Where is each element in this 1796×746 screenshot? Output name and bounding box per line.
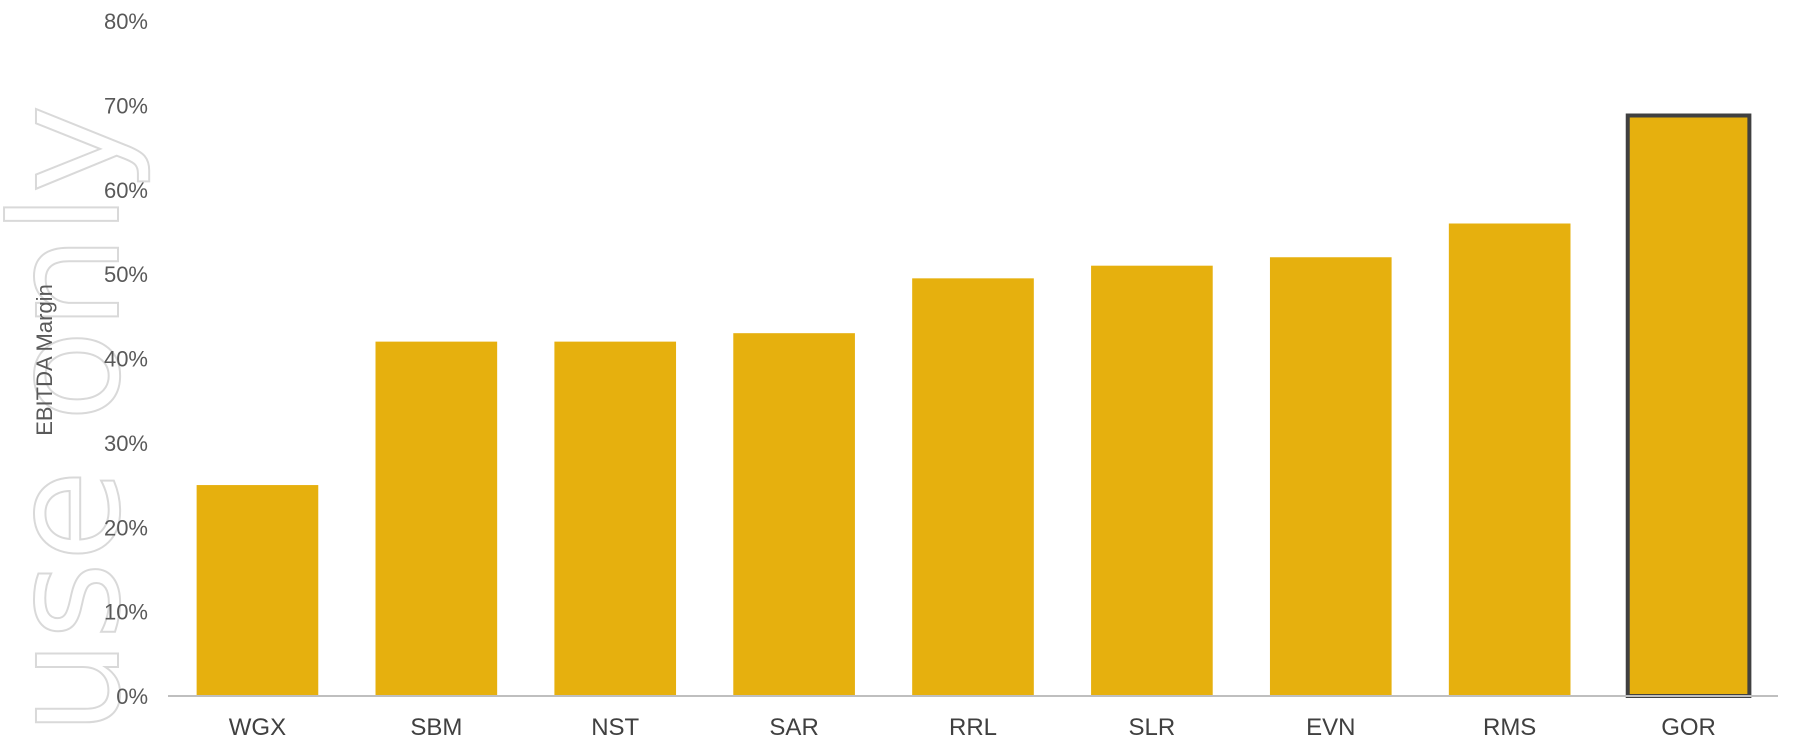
x-tick-label: RMS <box>1483 714 1536 741</box>
bar-sbm <box>375 341 498 696</box>
x-tick-label: WGX <box>229 714 286 741</box>
x-tick-label: RRL <box>949 714 997 741</box>
y-tick-label: 60% <box>104 178 148 203</box>
bar-slr <box>1091 265 1213 696</box>
y-tick-label: 70% <box>104 93 148 118</box>
bar-evn <box>1269 257 1392 696</box>
bars <box>196 113 1752 698</box>
x-tick-label: EVN <box>1306 714 1355 741</box>
y-tick-label: 40% <box>104 347 148 372</box>
y-tick-label: 80% <box>104 9 148 34</box>
x-axis-ticks: WGX SBM NST SAR RRL SLR EVN RMS GOR <box>229 714 1716 741</box>
x-tick-label: GOR <box>1661 714 1716 741</box>
y-tick-label: 10% <box>104 600 148 625</box>
x-tick-label: SLR <box>1129 714 1176 741</box>
bar-gor <box>1625 113 1752 698</box>
bar-nst <box>554 341 677 696</box>
y-tick-label: 50% <box>104 262 148 287</box>
x-tick-label: SBM <box>410 714 462 741</box>
x-tick-label: NST <box>591 714 639 741</box>
x-tick-label: SAR <box>769 714 818 741</box>
y-tick-label: 0% <box>116 684 148 709</box>
bar-rrl <box>912 278 1034 696</box>
y-axis-title: EBITDA Margin <box>32 284 57 436</box>
bar-wgx <box>196 485 319 696</box>
y-tick-label: 30% <box>104 431 148 456</box>
watermark: use only <box>0 105 154 735</box>
y-tick-label: 20% <box>104 515 148 540</box>
bar-sar <box>733 333 855 696</box>
y-axis-ticks: 0% 10% 20% 30% 40% 50% 60% 70% 80% <box>104 9 148 709</box>
bar-rms <box>1448 223 1571 696</box>
